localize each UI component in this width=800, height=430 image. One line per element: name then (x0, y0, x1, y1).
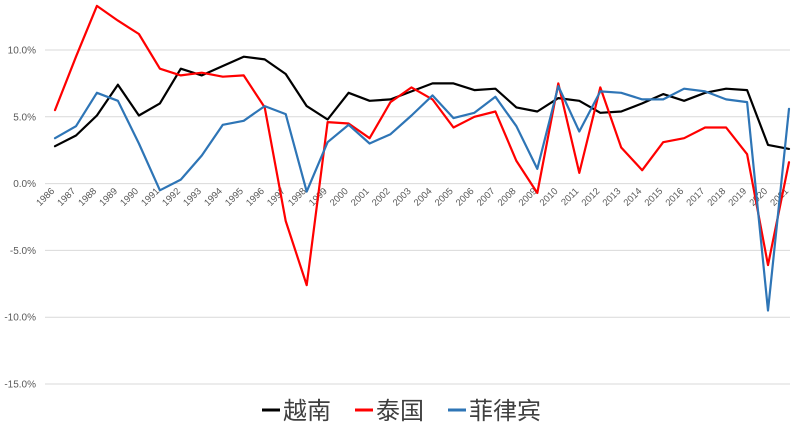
x-tick-label: 2015 (643, 186, 666, 209)
x-tick-label: 1996 (244, 186, 267, 209)
x-tick-label: 2004 (412, 186, 435, 209)
x-tick-label: 2000 (328, 186, 351, 209)
x-tick-label: 2014 (622, 186, 645, 209)
x-tick-label: 1986 (34, 186, 57, 209)
x-tick-label: 2012 (580, 186, 603, 209)
series-lines (53, 4, 791, 312)
x-tick-label: 2007 (475, 186, 498, 209)
x-tick-label: 1994 (202, 186, 225, 209)
x-tick-label: 2010 (538, 186, 561, 209)
gridlines (45, 49, 790, 385)
x-tick-label: 1988 (76, 186, 99, 209)
y-tick-label: -10.0% (4, 313, 36, 324)
x-tick-label: 2016 (664, 186, 687, 209)
x-tick-label: 2018 (705, 186, 728, 209)
x-tick-label: 2002 (370, 186, 393, 209)
x-tick-label: 2013 (601, 186, 624, 209)
x-tick-label: 1989 (97, 186, 120, 209)
x-tick-label: 2019 (726, 186, 749, 209)
y-tick-label: -15.0% (4, 380, 36, 391)
series-line-1 (53, 4, 791, 287)
x-tick-label: 1987 (55, 186, 78, 209)
y-tick-label: -5.0% (10, 246, 36, 257)
y-tick-label: 5.0% (13, 112, 36, 123)
x-tick-label: 1993 (181, 186, 204, 209)
legend-label-0: 越南 (283, 397, 331, 425)
y-tick-label: 0.0% (13, 179, 36, 190)
x-tick-label: 2011 (559, 186, 581, 208)
series-line-2 (53, 84, 791, 312)
y-axis-ticks: 10.0% 5.0% 0.0% -5.0% -10.0% -15.0% (4, 46, 36, 391)
x-tick-label: 2020 (747, 186, 770, 209)
x-tick-label: 2001 (349, 186, 372, 209)
x-tick-label: 1997 (265, 186, 288, 209)
x-axis-ticks: 1986198719881989199019911992199319941995… (34, 186, 791, 209)
x-tick-label: 2008 (496, 186, 519, 209)
x-tick-label: 1995 (223, 186, 246, 209)
legend: 越南 泰国 菲律宾 (262, 397, 541, 425)
legend-label-2: 菲律宾 (469, 397, 541, 425)
y-tick-label: 10.0% (8, 46, 36, 57)
x-tick-label: 2006 (454, 186, 477, 209)
legend-label-1: 泰国 (376, 397, 424, 425)
x-tick-label: 2003 (391, 186, 414, 209)
x-tick-label: 1990 (118, 186, 141, 209)
x-tick-label: 2017 (685, 186, 708, 209)
x-tick-label: 2005 (433, 186, 456, 209)
